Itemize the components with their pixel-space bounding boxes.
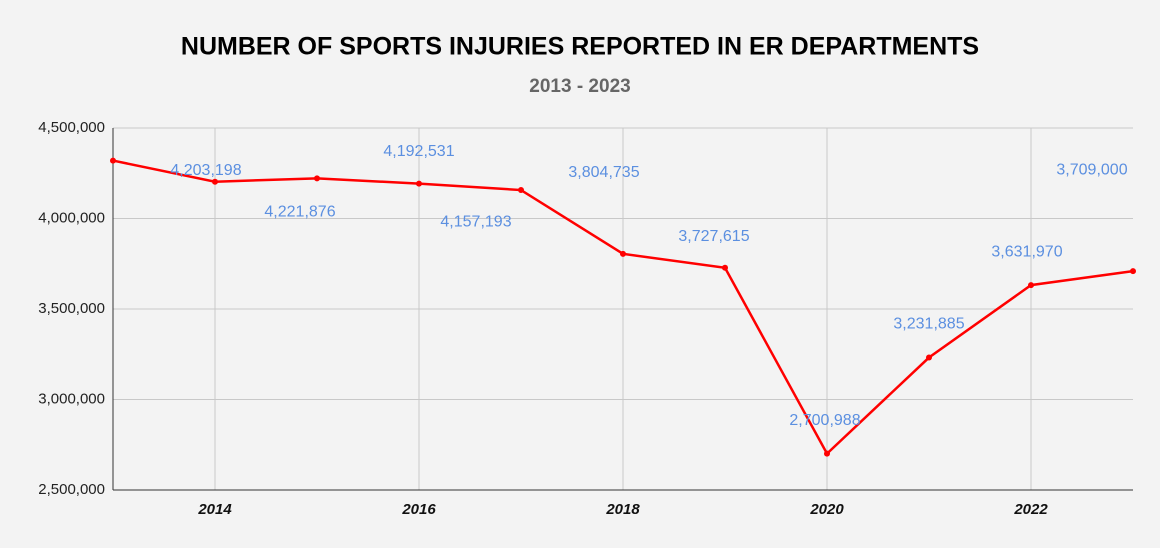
data-label: 4,157,193: [440, 213, 511, 230]
data-point: [1130, 268, 1136, 275]
data-label: 4,221,876: [264, 204, 335, 221]
y-tick-label: 2,500,000: [38, 481, 105, 498]
data-label: 4,203,198: [170, 162, 241, 179]
data-point: [518, 187, 524, 194]
data-label: 3,727,615: [678, 228, 749, 245]
data-point: [110, 157, 116, 164]
y-tick-label: 3,000,000: [38, 390, 105, 407]
data-point: [926, 354, 932, 361]
chart-subtitle: 2013 - 2023: [529, 76, 630, 97]
x-tick-label: 2014: [197, 501, 232, 518]
data-point: [722, 264, 728, 271]
x-tick-label: 2018: [605, 501, 640, 518]
y-tick-label: 3,500,000: [38, 300, 105, 317]
chart-title: NUMBER OF SPORTS INJURIES REPORTED IN ER…: [181, 33, 979, 61]
x-tick-label: 2022: [1013, 501, 1048, 518]
data-label: 3,709,000: [1056, 161, 1127, 178]
data-label: 4,192,531: [383, 143, 454, 160]
x-tick-label: 2016: [401, 501, 436, 518]
data-point: [314, 175, 320, 182]
x-tick-label: 2020: [809, 501, 844, 518]
data-label: 3,804,735: [568, 164, 639, 181]
y-tick-label: 4,500,000: [38, 119, 105, 136]
data-point: [212, 178, 218, 185]
data-label: 3,631,970: [991, 243, 1062, 260]
data-point: [824, 450, 830, 457]
data-point: [620, 250, 626, 257]
data-point: [1028, 282, 1034, 289]
data-label: 3,231,885: [893, 316, 964, 333]
data-label: 2,700,988: [789, 412, 860, 429]
data-point: [416, 180, 422, 187]
y-tick-label: 4,000,000: [38, 209, 105, 226]
